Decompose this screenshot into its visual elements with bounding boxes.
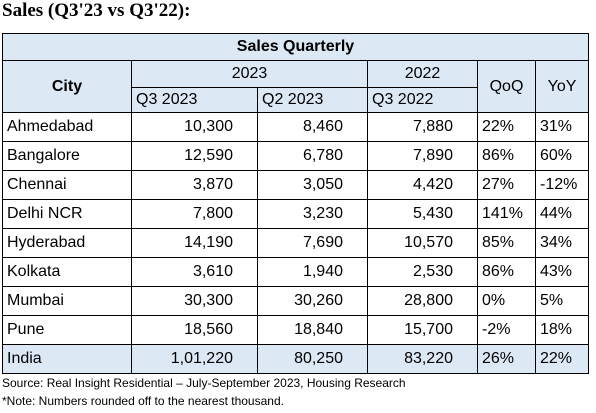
q2-2023-value: 3,230 — [257, 199, 368, 229]
table-row: Ahmedabad 10,300 8,460 7,880 22% 31% — [2, 112, 589, 142]
q3-2022-value: 7,890 — [367, 141, 478, 171]
qoq-value: 86% — [477, 141, 536, 171]
page-heading: Sales (Q3'23 vs Q3'22): — [2, 0, 191, 21]
qoq-value: 141% — [477, 199, 536, 229]
q3-2022-value: 15,700 — [367, 315, 478, 345]
table-row: Kolkata 3,610 1,940 2,530 86% 43% — [2, 257, 589, 287]
qoq-value: -2% — [477, 315, 536, 345]
q2-2023-value: 30,260 — [257, 286, 368, 316]
city-name: Pune — [2, 315, 132, 345]
qoq-value: 85% — [477, 228, 536, 258]
city-name: Mumbai — [2, 286, 132, 316]
yoy-value: -12% — [535, 170, 589, 200]
total-qoq-value: 26% — [477, 344, 536, 374]
q3-2022-value: 4,420 — [367, 170, 478, 200]
yoy-value: 5% — [535, 286, 589, 316]
q3-2023-value: 14,190 — [131, 228, 258, 258]
year-2023-header: 2023 — [131, 60, 368, 88]
total-yoy-value: 22% — [535, 344, 589, 374]
q2-2023-header: Q2 2023 — [257, 87, 368, 113]
q3-2023-value: 10,300 — [131, 112, 258, 142]
q3-2022-value: 28,800 — [367, 286, 478, 316]
footnote: *Note: Numbers rounded off to the neares… — [2, 394, 284, 408]
q3-2022-value: 5,430 — [367, 199, 478, 229]
table-row: Mumbai 30,300 30,260 28,800 0% 5% — [2, 286, 589, 316]
q3-2023-value: 3,870 — [131, 170, 258, 200]
q3-2022-value: 7,880 — [367, 112, 478, 142]
total-row: India 1,01,220 80,250 83,220 26% 22% — [2, 344, 589, 374]
q3-2022-header: Q3 2022 — [367, 87, 478, 113]
qoq-value: 27% — [477, 170, 536, 200]
city-column-header: City — [2, 60, 132, 113]
qoq-value: 86% — [477, 257, 536, 287]
q2-2023-value: 8,460 — [257, 112, 368, 142]
q3-2022-value: 10,570 — [367, 228, 478, 258]
city-name: Ahmedabad — [2, 112, 132, 142]
year-header-row: City 2023 2022 QoQ YoY — [2, 60, 589, 113]
q2-2023-value: 7,690 — [257, 228, 368, 258]
qoq-value: 0% — [477, 286, 536, 316]
year-2022-header: 2022 — [367, 60, 478, 88]
city-name: Hyderabad — [2, 228, 132, 258]
q2-2023-value: 1,940 — [257, 257, 368, 287]
source-note: Source: Real Insight Residential – July-… — [2, 376, 406, 390]
city-name: Bangalore — [2, 141, 132, 171]
city-name: Kolkata — [2, 257, 132, 287]
yoy-column-header: YoY — [535, 60, 589, 113]
table-title: Sales Quarterly — [2, 33, 589, 61]
yoy-value: 43% — [535, 257, 589, 287]
q3-2023-header: Q3 2023 — [131, 87, 258, 113]
total-q3-2022-value: 83,220 — [367, 344, 478, 374]
yoy-value: 34% — [535, 228, 589, 258]
table-row: Hyderabad 14,190 7,690 10,570 85% 34% — [2, 228, 589, 258]
table-row: Chennai 3,870 3,050 4,420 27% -12% — [2, 170, 589, 200]
q3-2023-value: 7,800 — [131, 199, 258, 229]
qoq-value: 22% — [477, 112, 536, 142]
city-name: Delhi NCR — [2, 199, 132, 229]
q2-2023-value: 6,780 — [257, 141, 368, 171]
yoy-value: 60% — [535, 141, 589, 171]
yoy-value: 31% — [535, 112, 589, 142]
q3-2022-value: 2,530 — [367, 257, 478, 287]
table-row: Bangalore 12,590 6,780 7,890 86% 60% — [2, 141, 589, 171]
table-row: Pune 18,560 18,840 15,700 -2% 18% — [2, 315, 589, 345]
total-city-name: India — [2, 344, 132, 374]
sales-table: Sales Quarterly City 2023 2022 QoQ YoY Q… — [2, 33, 589, 374]
table-row: Delhi NCR 7,800 3,230 5,430 141% 44% — [2, 199, 589, 229]
q3-2023-value: 18,560 — [131, 315, 258, 345]
yoy-value: 18% — [535, 315, 589, 345]
yoy-value: 44% — [535, 199, 589, 229]
total-q3-2023-value: 1,01,220 — [131, 344, 258, 374]
q2-2023-value: 3,050 — [257, 170, 368, 200]
city-name: Chennai — [2, 170, 132, 200]
q3-2023-value: 30,300 — [131, 286, 258, 316]
total-q2-2023-value: 80,250 — [257, 344, 368, 374]
qoq-column-header: QoQ — [477, 60, 536, 113]
q2-2023-value: 18,840 — [257, 315, 368, 345]
q3-2023-value: 3,610 — [131, 257, 258, 287]
table-title-row: Sales Quarterly — [2, 33, 589, 61]
q3-2023-value: 12,590 — [131, 141, 258, 171]
